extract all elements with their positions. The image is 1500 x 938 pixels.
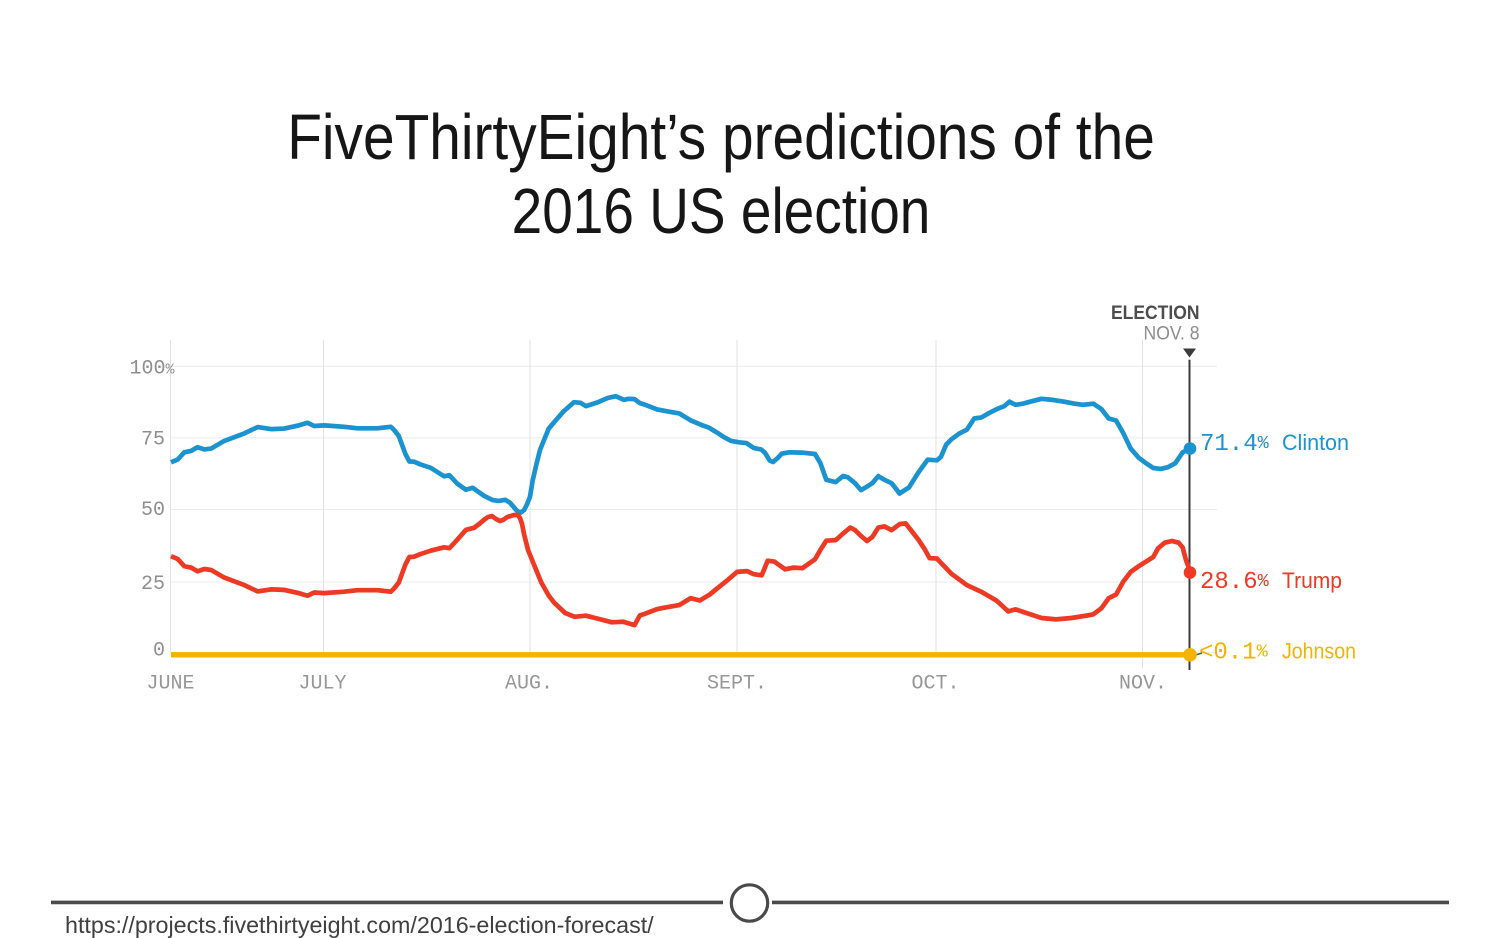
svg-text:0: 0 <box>153 640 165 663</box>
svg-text:ELECTION: ELECTION <box>1111 302 1200 324</box>
svg-text:Clinton: Clinton <box>1282 430 1349 455</box>
svg-text:28.6%: 28.6% <box>1200 569 1270 596</box>
svg-text:50: 50 <box>141 499 165 522</box>
svg-text:NOV.: NOV. <box>1119 673 1167 696</box>
svg-text:OCT.: OCT. <box>911 673 959 696</box>
svg-text:100%: 100% <box>129 358 175 381</box>
svg-text:NOV. 8: NOV. 8 <box>1144 324 1200 345</box>
svg-text:71.4%: 71.4% <box>1200 431 1270 458</box>
svg-text:<0.1%: <0.1% <box>1199 640 1269 667</box>
svg-text:25: 25 <box>141 573 165 596</box>
svg-text:75: 75 <box>141 429 165 452</box>
svg-text:SEPT.: SEPT. <box>707 673 767 696</box>
svg-text:JULY: JULY <box>298 673 346 696</box>
svg-text:Johnson: Johnson <box>1282 639 1356 664</box>
svg-text:Trump: Trump <box>1282 568 1342 593</box>
svg-text:AUG.: AUG. <box>505 673 553 696</box>
svg-text:JUNE: JUNE <box>146 673 194 696</box>
